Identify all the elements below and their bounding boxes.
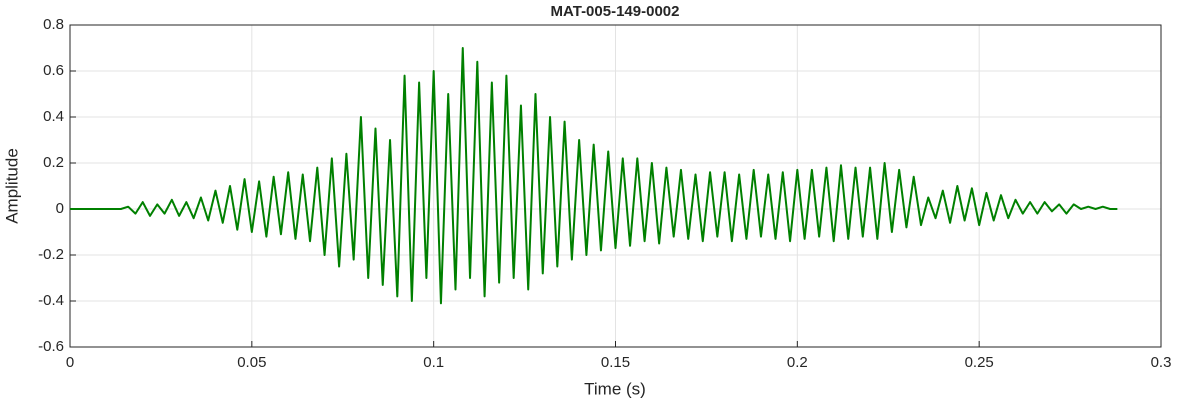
y-tick-label: -0.4 [38, 292, 64, 309]
x-tick-label: 0.25 [965, 354, 994, 371]
y-tick-label: 0 [56, 200, 64, 217]
x-tick-label: 0.05 [237, 354, 266, 371]
y-tick-label: -0.6 [38, 338, 64, 355]
x-tick-label: 0.2 [787, 354, 808, 371]
chart-title: MAT-005-149-0002 [551, 3, 680, 20]
y-tick-label: 0.4 [43, 108, 64, 125]
x-tick-label: 0.1 [423, 354, 444, 371]
y-tick-label: -0.2 [38, 246, 64, 263]
y-tick-label: 0.2 [43, 154, 64, 171]
x-tick-label: 0.15 [601, 354, 630, 371]
x-tick-label: 0 [66, 354, 74, 371]
y-tick-label: 0.6 [43, 62, 64, 79]
x-tick-label: 0.3 [1151, 354, 1172, 371]
x-axis-label: Time (s) [584, 379, 646, 398]
y-tick-label: 0.8 [43, 16, 64, 33]
y-axis-label: Amplitude [2, 148, 21, 224]
plot-frame [69, 24, 1162, 348]
line-series [70, 47, 1118, 305]
